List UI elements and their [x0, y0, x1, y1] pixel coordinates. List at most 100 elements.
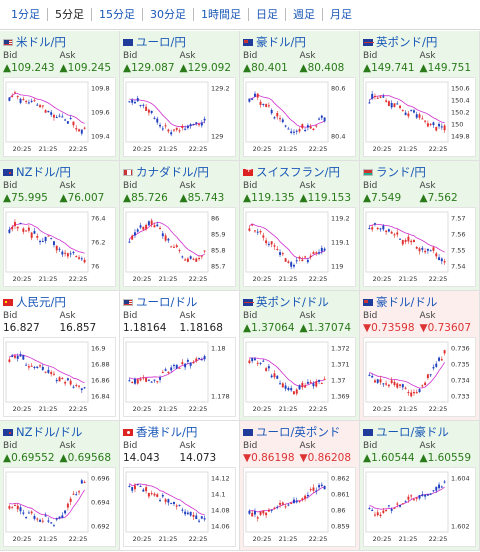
- currency-card[interactable]: 香港ドル/円 Bid Ask 14.043 14.073 14.12 14.1 14…: [120, 421, 240, 551]
- card-title[interactable]: 英ポンド/ドル: [243, 294, 356, 310]
- currency-card[interactable]: NZドル/ドル Bid Ask ▲0.69552 ▲0.69568 0.696 0…: [0, 421, 120, 551]
- candle-body: [276, 248, 279, 250]
- pair-name[interactable]: 英ポンド/円: [376, 35, 438, 49]
- card-title[interactable]: 豪ドル/円: [243, 34, 356, 50]
- currency-card[interactable]: ランド/円 Bid Ask ▲7.549 ▲7.562 7.57 7.56 7.55…: [360, 161, 480, 291]
- mini-candle-chart[interactable]: 1.18 1.178 20:25 21:25 22:25: [123, 337, 236, 417]
- mini-candle-chart[interactable]: 109.8 109.6 109.4 20:25 21:25 22:25: [3, 77, 116, 157]
- mini-candle-chart[interactable]: 86 85.9 85.8 85.7 20:25 21:25 22:25: [123, 207, 236, 287]
- card-title[interactable]: 米ドル/円: [3, 34, 116, 50]
- currency-card[interactable]: ユーロ/円 Bid Ask ▲129.087 ▲129.092 129.2 129…: [120, 31, 240, 161]
- currency-card[interactable]: 人民元/円 Bid Ask 16.827 16.857 16.9 16.88 16.…: [0, 291, 120, 421]
- ask-value: 1.18168: [179, 322, 223, 334]
- pair-name[interactable]: 豪ドル/円: [256, 35, 306, 49]
- currency-card[interactable]: ユーロ/英ポンド Bid Ask ▼0.86198 ▼0.86208 0.862…: [240, 421, 360, 551]
- tab-timeframe[interactable]: 日足: [249, 8, 286, 21]
- mini-candle-chart[interactable]: 0.862 0.861 0.86 0.859 20:25 21:25 22:25: [243, 467, 356, 547]
- pair-name[interactable]: 人民元/円: [16, 295, 66, 309]
- currency-card[interactable]: ユーロ/ドル Bid Ask 1.18164 1.18168 1.18 1.178…: [120, 291, 240, 421]
- candle-body: [279, 383, 282, 385]
- currency-card[interactable]: NZドル/円 Bid Ask ▲75.995 ▲76.007 76.4 76.2 7…: [0, 161, 120, 291]
- mini-candle-chart[interactable]: 129.2 129 20:25 21:25 22:25: [123, 77, 236, 157]
- x-tick-label: 20:25: [13, 535, 32, 543]
- candle-body: [259, 511, 262, 515]
- tab-timeframe[interactable]: 週足: [286, 8, 323, 21]
- mini-candle-chart[interactable]: 16.9 16.88 16.86 16.84 20:25 21:25 22:25: [3, 337, 116, 417]
- currency-card[interactable]: 米ドル/円 Bid Ask ▲109.243 ▲109.245 109.8 109…: [0, 31, 120, 161]
- currency-card[interactable]: カナダドル/円 Bid Ask ▲85.726 ▲85.743 86 85.9 85…: [120, 161, 240, 291]
- card-title[interactable]: 香港ドル/円: [123, 424, 236, 440]
- plot-frame: [125, 471, 209, 533]
- mini-candle-chart[interactable]: 76.4 76.2 76 20:25 21:25 22:25: [3, 207, 116, 287]
- pair-name[interactable]: ユーロ/英ポンド: [256, 425, 341, 439]
- card-title[interactable]: カナダドル/円: [123, 164, 236, 180]
- card-title[interactable]: ユーロ/英ポンド: [243, 424, 356, 440]
- pair-name[interactable]: 香港ドル/円: [136, 425, 198, 439]
- card-title[interactable]: ランド/円: [363, 164, 476, 180]
- mini-candle-chart[interactable]: 80.6 80.4 20:25 21:25 22:25: [243, 77, 356, 157]
- tab-timeframe[interactable]: 1時間足: [194, 8, 249, 21]
- candle-body: [159, 124, 162, 127]
- card-title[interactable]: 豪ドル/ドル: [363, 294, 476, 310]
- card-title[interactable]: 人民元/円: [3, 294, 116, 310]
- tab-timeframe[interactable]: 15分足: [92, 8, 143, 21]
- tab-timeframe[interactable]: 月足: [330, 8, 352, 21]
- mini-candle-chart[interactable]: 150.6 150.4 150.2 150 149.8 20:25 21:25 22:25: [363, 77, 476, 157]
- y-tick-label: 7.54: [451, 263, 465, 271]
- pair-name[interactable]: 豪ドル/ドル: [376, 295, 438, 309]
- mini-candle-chart[interactable]: 0.736 0.735 0.734 0.733 20:25 21:25 22:25: [363, 337, 476, 417]
- mini-candle-chart[interactable]: 0.696 0.694 0.692 20:25 21:25 22:25: [3, 467, 116, 547]
- pair-name[interactable]: ユーロ/ドル: [136, 295, 198, 309]
- pair-name[interactable]: スイスフラン/円: [256, 165, 341, 179]
- candle-body: [412, 499, 415, 501]
- card-title[interactable]: 英ポンド/円: [363, 34, 476, 50]
- tab-timeframe[interactable]: 5分足: [48, 8, 92, 21]
- y-tick-label: 7.56: [451, 231, 465, 239]
- tab-timeframe[interactable]: 1分足: [4, 8, 48, 21]
- price-values: ▲85.726 ▲85.743: [123, 192, 236, 205]
- pair-name[interactable]: NZドル/円: [16, 165, 71, 179]
- ask-label: Ask: [419, 441, 436, 451]
- pair-name[interactable]: ユーロ/円: [136, 35, 186, 49]
- mini-candle-chart[interactable]: 1.372 1.371 1.37 1.369 20:25 21:25 22:25: [243, 337, 356, 417]
- currency-card[interactable]: ユーロ/豪ドル Bid Ask ▲1.60544 ▲1.60559 1.604 1…: [360, 421, 480, 551]
- pair-name[interactable]: 米ドル/円: [16, 35, 66, 49]
- candle-body: [200, 359, 203, 361]
- mini-candle-chart[interactable]: 7.57 7.56 7.55 7.54 20:25 21:25 22:25: [363, 207, 476, 287]
- candle-body: [421, 385, 424, 387]
- bid-value: ▼0.86198: [243, 452, 295, 464]
- candle-body: [142, 489, 145, 492]
- card-title[interactable]: NZドル/ドル: [3, 424, 116, 440]
- currency-card[interactable]: 英ポンド/円 Bid Ask ▲149.741 ▲149.751 150.6 15…: [360, 31, 480, 161]
- price-labels: Bid Ask: [123, 441, 236, 452]
- pair-name[interactable]: カナダドル/円: [136, 165, 209, 179]
- card-title[interactable]: ユーロ/円: [123, 34, 236, 50]
- chart-svg: 0.696 0.694 0.692 20:25 21:25 22:25: [5, 471, 110, 543]
- mini-candle-chart[interactable]: 119.2 119.1 119 20:25 21:25 22:25: [243, 207, 356, 287]
- candle-body: [267, 243, 270, 245]
- y-tick-label: 1.604: [451, 475, 470, 483]
- bid-label: Bid: [363, 181, 378, 191]
- currency-card[interactable]: 豪ドル/円 Bid Ask ▲80.401 ▲80.408 80.6 80.4 20…: [240, 31, 360, 161]
- card-title[interactable]: スイスフラン/円: [243, 164, 356, 180]
- pair-name[interactable]: NZドル/ドル: [16, 425, 83, 439]
- card-title[interactable]: ユーロ/ドル: [123, 294, 236, 310]
- card-title[interactable]: NZドル/円: [3, 164, 116, 180]
- tab-timeframe[interactable]: 30分足: [143, 8, 194, 21]
- candle-body: [156, 224, 159, 227]
- candle-body: [78, 129, 81, 132]
- mini-candle-chart[interactable]: 14.12 14.1 14.08 14.06 20:25 21:25 22:25: [123, 467, 236, 547]
- pair-name[interactable]: ユーロ/豪ドル: [376, 425, 449, 439]
- pair-name[interactable]: ランド/円: [376, 165, 426, 179]
- pair-name[interactable]: 英ポンド/ドル: [256, 295, 329, 309]
- chart-svg: 86 85.9 85.8 85.7 20:25 21:25 22:25: [125, 211, 225, 283]
- us-flag-icon: [123, 298, 133, 306]
- x-tick-label: 22:25: [429, 535, 448, 543]
- currency-card[interactable]: 英ポンド/ドル Bid Ask ▲1.37064 ▲1.37074 1.372 1…: [240, 291, 360, 421]
- currency-card[interactable]: 豪ドル/ドル Bid Ask ▼0.73598 ▼0.73607 0.736 0.…: [360, 291, 480, 421]
- candle-body: [253, 93, 256, 97]
- mini-candle-chart[interactable]: 1.604 1.602 20:25 21:25 22:25: [363, 467, 476, 547]
- currency-card[interactable]: スイスフラン/円 Bid Ask ▲119.135 ▲119.153 119.2…: [240, 161, 360, 291]
- card-title[interactable]: ユーロ/豪ドル: [363, 424, 476, 440]
- candle-body: [30, 511, 33, 514]
